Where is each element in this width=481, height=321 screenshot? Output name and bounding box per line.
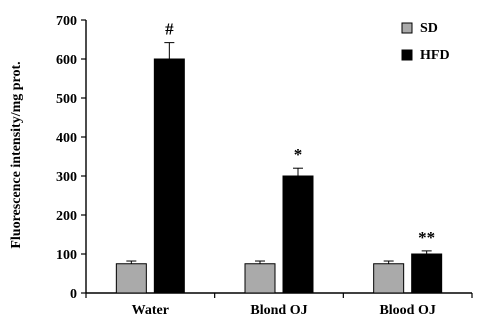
x-category-label: Water [132, 303, 169, 318]
legend-swatch-hfd [401, 49, 413, 61]
bars: #*** [115, 20, 443, 294]
y-tick-label: 0 [70, 287, 77, 302]
y-tick-label: 200 [56, 209, 77, 224]
y-tick-label: 400 [56, 131, 77, 146]
y-tick-label: 100 [56, 248, 77, 263]
y-tick-label: 300 [56, 170, 77, 185]
legend-swatch-sd [401, 22, 413, 34]
y-axis-label: Fluorescence intensity/mg prot. [9, 61, 24, 248]
y-tick-label: 600 [56, 53, 77, 68]
bar-hfd-blood-oj [411, 253, 443, 294]
legend: SD HFD [401, 21, 450, 63]
y-tick-label: 700 [56, 14, 77, 29]
legend-label-sd: SD [420, 21, 438, 36]
axes: 0 100 200 300 400 500 600 700 Water Blond OJ Blood… [56, 14, 473, 318]
x-category-label: Blond OJ [250, 303, 307, 318]
bar-hfd-water [153, 58, 185, 294]
bar-hfd-blond-oj [282, 175, 314, 294]
bar-sd-blond-oj [244, 263, 276, 294]
bar-sd-water [115, 263, 147, 294]
x-category-label: Blood OJ [379, 303, 435, 318]
y-tick-label: 500 [56, 92, 77, 107]
significance-marker: # [165, 20, 174, 39]
significance-marker: * [294, 145, 303, 164]
significance-marker: ** [418, 228, 435, 247]
bar-sd-blood-oj [373, 263, 405, 294]
legend-label-hfd: HFD [420, 48, 450, 63]
